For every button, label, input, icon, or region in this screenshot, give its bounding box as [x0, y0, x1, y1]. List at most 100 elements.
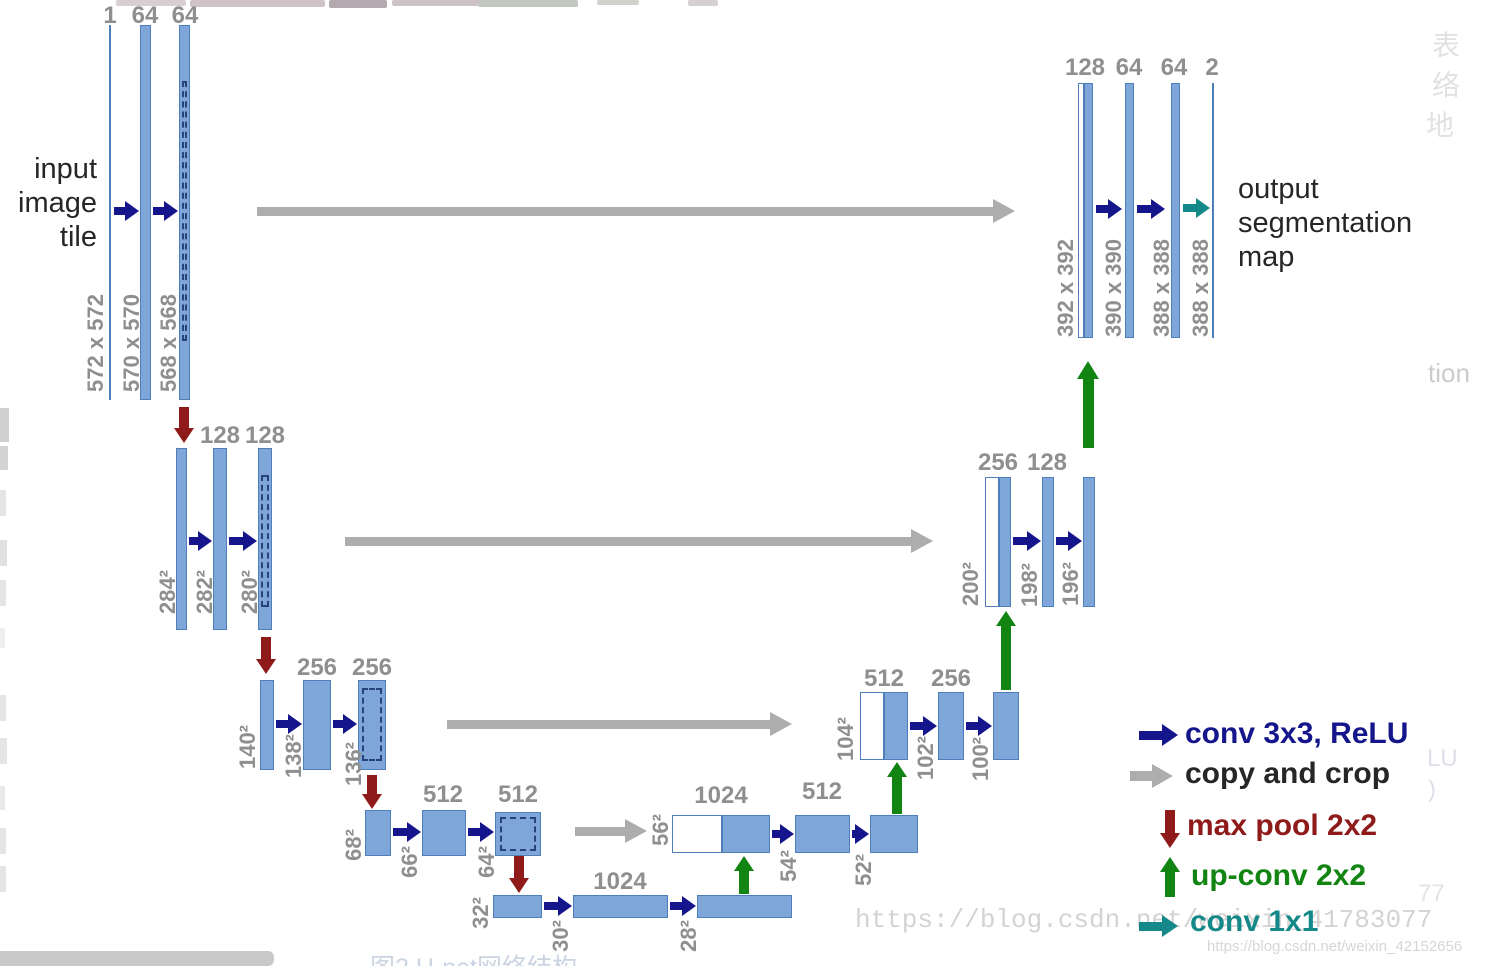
feature-map-bar	[938, 692, 964, 760]
arrow-head	[1068, 531, 1082, 551]
arrow-head	[911, 529, 933, 553]
arrow-shaft	[1139, 730, 1163, 740]
channel-count-label: 64	[1115, 54, 1143, 81]
conv3x3-arrow	[1056, 531, 1082, 551]
channel-count-label: 256	[977, 449, 1019, 476]
watermark-ghost-tion: tion	[1428, 358, 1470, 388]
legend-upconv-label: up-conv 2x2	[1191, 859, 1367, 892]
left-edge-text-fragment	[0, 828, 6, 854]
arrow-shaft	[393, 828, 408, 836]
channel-count-label: 64	[1160, 54, 1188, 81]
dimension-label: 280²	[237, 569, 262, 615]
output-segmentation-map-label: output segmentation map	[1238, 172, 1412, 274]
feature-map-bar	[260, 680, 274, 770]
arrow-shaft	[1056, 537, 1069, 545]
arrow-shaft	[333, 720, 344, 728]
arrow-head	[125, 201, 139, 221]
conv3x3-arrow	[276, 714, 302, 734]
conv3x3-arrow	[1013, 531, 1041, 551]
feature-map-bar	[722, 815, 770, 853]
arrow-shaft	[1096, 205, 1109, 213]
feature-map-bar	[140, 25, 151, 400]
arrow-head	[1196, 198, 1210, 218]
arrow-head	[480, 822, 494, 842]
legend-conv-label: conv 3x3, ReLU	[1185, 717, 1409, 750]
input-label-line1: input	[34, 153, 97, 185]
feature-map-bar	[109, 25, 111, 400]
channel-count-label: 256	[296, 654, 338, 681]
legend-copy-arrow	[1130, 764, 1173, 788]
dimension-label: 30²	[548, 920, 573, 952]
dimension-label: 282²	[192, 569, 217, 615]
up-conv-arrow	[733, 856, 755, 894]
copy-crop-arrow	[447, 712, 792, 736]
channel-count-label: 128	[1064, 54, 1106, 81]
channel-count-label: 2	[1205, 54, 1219, 81]
conv3x3-arrow	[189, 531, 212, 551]
arrow-shaft	[179, 407, 189, 429]
conv3x3-arrow	[852, 824, 869, 844]
arrow-head	[1108, 199, 1122, 219]
feature-map-bar	[358, 680, 386, 770]
side-cjk-char-1: 表	[1432, 30, 1461, 61]
channel-count-label: 512	[422, 781, 464, 808]
arrow-head	[407, 822, 421, 842]
conv3x3-arrow	[468, 822, 494, 842]
feature-map-bar	[1171, 83, 1180, 338]
channel-count-label: 512	[863, 665, 905, 692]
arrow-head	[508, 878, 529, 893]
arrow-shaft	[1082, 378, 1094, 448]
channel-count-label: 256	[930, 665, 972, 692]
left-edge-text-fragment	[0, 738, 7, 764]
arrow-head	[164, 201, 178, 221]
max-pool-arrow	[361, 775, 383, 809]
dimension-label: 104²	[833, 716, 858, 762]
arrow-shaft	[261, 637, 271, 660]
channel-count-label: 128	[244, 422, 286, 449]
channel-count-label: 64	[171, 2, 199, 29]
arrow-shaft	[892, 776, 902, 814]
channel-count-label: 1024	[694, 782, 748, 809]
feature-map-bar	[422, 810, 466, 856]
max-pool-arrow	[508, 856, 530, 893]
dimension-label: 198²	[1017, 562, 1042, 608]
crop-region-dashed-outline	[261, 475, 269, 607]
arrow-shaft	[1183, 204, 1197, 212]
arrow-head	[886, 762, 907, 777]
conv3x3-arrow	[153, 201, 178, 221]
arrow-shaft	[367, 775, 377, 795]
feature-map-bar	[258, 448, 272, 630]
dimension-label: 64²	[474, 846, 499, 878]
feature-map-bar	[1042, 477, 1054, 607]
arrow-head	[855, 824, 869, 844]
arrow-shaft	[1013, 537, 1028, 545]
side-cjk-char-2: 络	[1432, 70, 1461, 101]
conv3x3-arrow	[910, 716, 937, 736]
arrow-shaft	[575, 826, 626, 836]
arrow-head	[733, 856, 754, 871]
dimension-label: 196²	[1058, 561, 1083, 607]
arrow-shaft	[1001, 625, 1011, 690]
legend-conv1-label: conv 1x1	[1190, 905, 1319, 938]
arrow-head	[1162, 724, 1178, 746]
copy-crop-arrow	[345, 529, 933, 553]
dimension-label: 388 x 388	[1149, 239, 1174, 337]
arrow-head	[1159, 857, 1180, 872]
arrow-shaft	[257, 206, 994, 216]
arrow-shaft	[447, 719, 771, 729]
arrow-shaft	[229, 537, 244, 545]
dimension-label: 572 x 572	[83, 294, 108, 392]
output-label-line1: output	[1238, 173, 1319, 205]
watermark-ghost-digits: 77	[1418, 880, 1445, 907]
feature-map-bar	[573, 895, 668, 918]
watermark-ghost-relu: LU	[1427, 745, 1458, 772]
left-edge-text-fragment	[0, 490, 6, 516]
left-edge-text-fragment	[0, 866, 6, 892]
arrow-head	[1077, 361, 1099, 379]
channel-count-label: 128	[1026, 449, 1068, 476]
left-edge-text-fragment	[0, 408, 9, 442]
left-edge-text-fragment	[0, 786, 5, 810]
conv3x3-arrow	[333, 714, 357, 734]
bottom-left-gray-bar	[0, 951, 274, 966]
feature-map-bar	[795, 815, 850, 853]
